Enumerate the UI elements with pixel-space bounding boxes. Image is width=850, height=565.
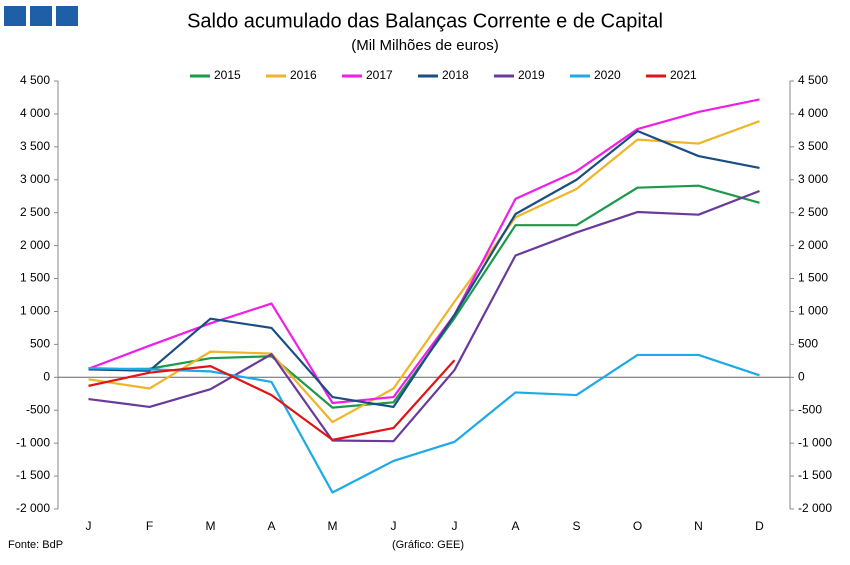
x-tick-label: O — [633, 519, 642, 533]
credit: (Gráfico: GEE) — [392, 539, 464, 551]
source: Fonte: BdP — [8, 539, 63, 551]
chart-title: Saldo acumulado das Balanças Corrente e … — [187, 10, 663, 32]
legend-label: 2019 — [518, 68, 545, 82]
y2-tick-label: 4 000 — [798, 106, 828, 120]
x-tick-label: A — [511, 519, 519, 533]
logo-block — [30, 6, 52, 26]
y2-tick-label: 2 500 — [798, 205, 828, 219]
y-tick-label: 3 500 — [20, 139, 50, 153]
series-line — [88, 184, 760, 409]
series-line — [88, 353, 760, 494]
y-tick-label: -2 000 — [16, 501, 50, 515]
legend-label: 2016 — [290, 68, 317, 82]
y2-tick-label: 0 — [798, 369, 805, 383]
series-line — [88, 98, 760, 405]
y-tick-label: 3 000 — [20, 172, 50, 186]
legend-label: 2018 — [442, 68, 469, 82]
x-tick-label: M — [328, 519, 338, 533]
series-line — [88, 359, 456, 441]
y-tick-label: 2 000 — [20, 238, 50, 252]
x-tick-label: S — [572, 519, 580, 533]
y-tick-label: 4 000 — [20, 106, 50, 120]
x-tick-label: J — [86, 519, 92, 533]
x-tick-label: N — [694, 519, 703, 533]
series-line — [88, 129, 760, 409]
y2-tick-label: 500 — [798, 337, 818, 351]
chart-subtitle: (Mil Milhões de euros) — [351, 37, 499, 54]
y-tick-label: 500 — [30, 337, 50, 351]
x-tick-label: F — [146, 519, 153, 533]
legend-label: 2020 — [594, 68, 621, 82]
x-tick-label: D — [755, 519, 764, 533]
y2-tick-label: -2 000 — [798, 501, 832, 515]
y2-tick-label: 2 000 — [798, 238, 828, 252]
y-tick-label: 0 — [43, 369, 50, 383]
x-tick-label: M — [206, 519, 216, 533]
y2-tick-label: 3 000 — [798, 172, 828, 186]
logo-block — [4, 6, 26, 26]
x-tick-label: J — [452, 519, 458, 533]
y2-tick-label: 1 000 — [798, 304, 828, 318]
y2-tick-label: 3 500 — [798, 139, 828, 153]
y-tick-label: 4 500 — [20, 73, 50, 87]
y2-tick-label: -500 — [798, 402, 822, 416]
series-line — [88, 189, 760, 443]
y2-tick-label: 1 500 — [798, 271, 828, 285]
y2-tick-label: 4 500 — [798, 73, 828, 87]
y-tick-label: 2 500 — [20, 205, 50, 219]
legend-label: 2017 — [366, 68, 393, 82]
x-tick-label: A — [267, 519, 275, 533]
x-tick-label: J — [391, 519, 397, 533]
series-line — [88, 120, 760, 424]
y2-tick-label: -1 500 — [798, 468, 832, 482]
y-tick-label: 1 000 — [20, 304, 50, 318]
legend-label: 2021 — [670, 68, 697, 82]
legend-label: 2015 — [214, 68, 241, 82]
y-tick-label: -500 — [26, 402, 50, 416]
logo-block — [56, 6, 78, 26]
y2-tick-label: -1 000 — [798, 435, 832, 449]
y-tick-label: -1 000 — [16, 435, 50, 449]
y-tick-label: -1 500 — [16, 468, 50, 482]
y-tick-label: 1 500 — [20, 271, 50, 285]
